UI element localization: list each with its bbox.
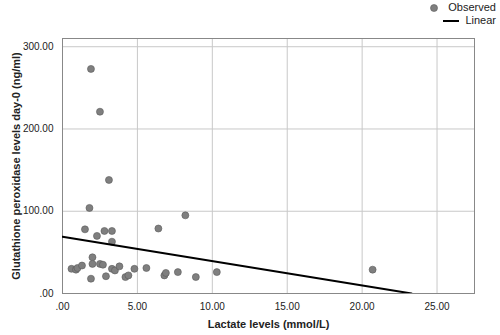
svg-text:5.00: 5.00 <box>128 301 148 312</box>
svg-text:.00: .00 <box>56 301 70 312</box>
svg-text:15.00: 15.00 <box>275 301 300 312</box>
svg-text:300.00: 300.00 <box>23 41 54 52</box>
svg-text:20.00: 20.00 <box>350 301 375 312</box>
html-text:Linear: Linear <box>465 14 496 26</box>
svg-text:.00: .00 <box>40 288 54 299</box>
svg-text:Lactate levels (mmol/L): Lactate levels (mmol/L) <box>208 318 330 330</box>
svg-text:Glutathione peroxidase levels: Glutathione peroxidase levels day-0 (ng/… <box>10 52 22 280</box>
svg-text:25.00: 25.00 <box>425 301 450 312</box>
svg-text:10.00: 10.00 <box>200 301 225 312</box>
svg-text:100.00: 100.00 <box>23 205 54 216</box>
svg-text:200.00: 200.00 <box>23 123 54 134</box>
html-text:Observed: Observed <box>448 1 496 13</box>
